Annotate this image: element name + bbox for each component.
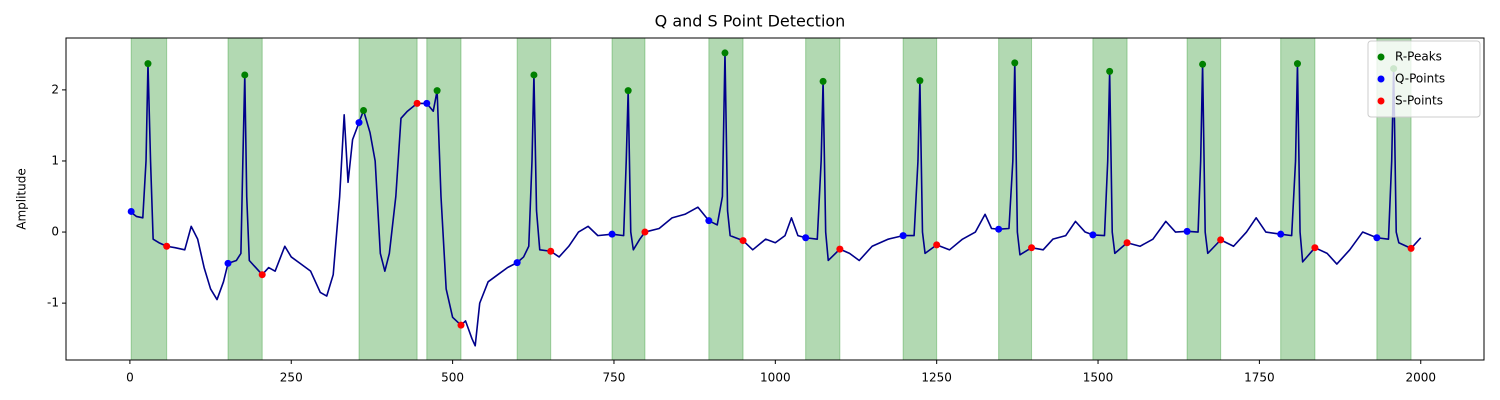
marker bbox=[624, 87, 632, 95]
legend-marker bbox=[1377, 97, 1385, 105]
x-tick-label: 250 bbox=[280, 371, 303, 385]
marker bbox=[721, 49, 729, 57]
legend-label: R-Peaks bbox=[1395, 50, 1442, 64]
marker bbox=[899, 232, 907, 240]
marker bbox=[705, 217, 713, 225]
marker bbox=[1293, 60, 1301, 68]
span bbox=[1280, 38, 1316, 360]
marker bbox=[933, 241, 941, 249]
marker bbox=[224, 259, 232, 267]
x-tick-label: 0 bbox=[126, 371, 134, 385]
marker bbox=[144, 60, 152, 68]
span bbox=[358, 38, 418, 360]
x-tick-label: 1500 bbox=[1083, 371, 1114, 385]
marker bbox=[547, 247, 555, 255]
marker bbox=[995, 225, 1003, 233]
marker bbox=[1277, 230, 1285, 238]
signal-line bbox=[129, 52, 1422, 347]
x-tick-label: 2000 bbox=[1405, 371, 1436, 385]
marker bbox=[457, 321, 465, 329]
marker bbox=[1311, 244, 1319, 252]
marker bbox=[608, 230, 616, 238]
marker bbox=[413, 99, 421, 107]
x-tick-label: 1250 bbox=[921, 371, 952, 385]
marker bbox=[802, 234, 810, 242]
marker bbox=[1373, 234, 1381, 242]
marker bbox=[127, 207, 135, 215]
marker bbox=[1217, 236, 1225, 244]
marker bbox=[360, 107, 368, 115]
chart-title: Q and S Point Detection bbox=[655, 12, 846, 31]
marker bbox=[1089, 231, 1097, 239]
marker bbox=[513, 259, 521, 267]
marker bbox=[258, 271, 266, 279]
axes-frame bbox=[65, 37, 1485, 361]
marker bbox=[1199, 60, 1207, 68]
legend-label: Q-Points bbox=[1395, 72, 1445, 86]
y-tick-label: 1 bbox=[51, 153, 59, 167]
span bbox=[611, 38, 646, 360]
marker bbox=[433, 87, 441, 95]
marker bbox=[916, 77, 924, 85]
plot-area bbox=[127, 38, 1422, 360]
marker bbox=[1407, 244, 1415, 252]
marker bbox=[355, 119, 363, 127]
x-tick-label: 500 bbox=[441, 371, 464, 385]
marker bbox=[819, 77, 827, 85]
marker bbox=[641, 228, 649, 236]
x-tick-label: 750 bbox=[603, 371, 626, 385]
marker bbox=[241, 71, 249, 79]
marker bbox=[1106, 67, 1114, 75]
marker bbox=[1183, 227, 1191, 235]
legend-box bbox=[1367, 40, 1481, 118]
y-tick-label: -1 bbox=[47, 296, 59, 310]
y-axis-label: Amplitude bbox=[15, 168, 29, 230]
legend-marker bbox=[1377, 53, 1385, 61]
y-tick-label: 2 bbox=[51, 82, 59, 96]
y-tick-label: 0 bbox=[51, 225, 59, 239]
marker bbox=[1011, 59, 1019, 67]
marker bbox=[423, 99, 431, 107]
x-tick-label: 1750 bbox=[1244, 371, 1275, 385]
marker bbox=[1028, 244, 1036, 252]
marker bbox=[836, 245, 844, 253]
marker bbox=[163, 242, 171, 250]
legend-label: S-Points bbox=[1395, 94, 1443, 108]
marker bbox=[1123, 239, 1131, 247]
legend-marker bbox=[1377, 75, 1385, 83]
span bbox=[426, 38, 462, 360]
x-tick-label: 1000 bbox=[760, 371, 791, 385]
marker bbox=[739, 237, 747, 245]
marker bbox=[530, 71, 538, 79]
